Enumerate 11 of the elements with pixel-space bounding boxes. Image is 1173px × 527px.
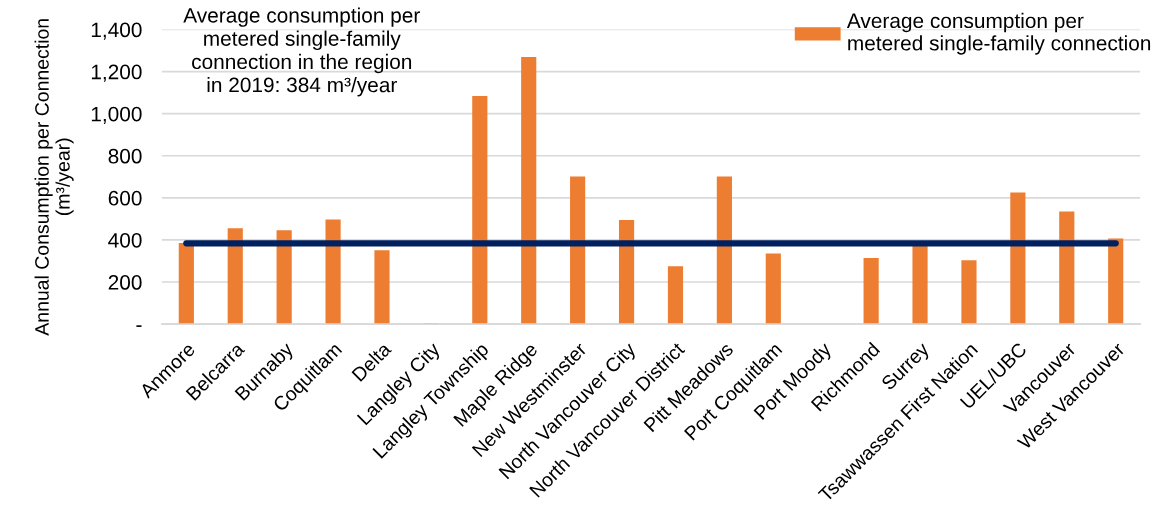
y-tick-label: 200: [108, 275, 142, 290]
legend-label: Average consumption per metered single-family connection: [846, 12, 1151, 55]
y-axis-title: Annual Consumption per Connection (m³/year): [34, 19, 74, 336]
y-tick-label: 1,400: [91, 22, 142, 40]
y-tick-label: 400: [108, 232, 142, 248]
y-tick-label: 600: [108, 190, 142, 206]
y-tick-label: 1,200: [91, 64, 142, 82]
y-tick-label: 1,000: [91, 106, 142, 124]
y-tick-label: 800: [108, 148, 142, 164]
annotation: Average consumption per metered single-family connection in the region in 2019: 384 m³/year: [183, 7, 420, 97]
y-tick-label: -: [136, 325, 142, 327]
